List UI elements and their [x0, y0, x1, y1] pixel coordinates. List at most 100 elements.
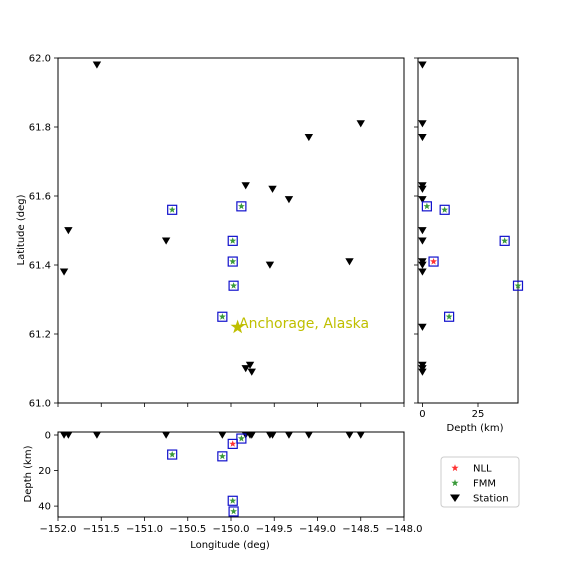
- lon-xtick-label-3: −150.5: [169, 524, 206, 535]
- lon-xtick-label-8: −148.0: [385, 524, 422, 535]
- event-star-lon-1: [238, 435, 245, 442]
- depth-panel: 0 25 Depth (km): [414, 57, 524, 434]
- lon-xtick-label-7: −148.5: [342, 524, 379, 535]
- event-star-depth-4: [514, 282, 522, 289]
- lon-axes-frame: [57, 431, 405, 518]
- lon-station-4: [218, 431, 227, 439]
- event-star-lon-5: [230, 507, 237, 515]
- map-station-12: [241, 365, 250, 373]
- event-box-lon-1: [236, 433, 247, 444]
- map-station-9: [356, 120, 365, 128]
- depth-station-9: [418, 261, 427, 269]
- event-star-map-4: [230, 282, 237, 289]
- event-star-depth-0: [423, 202, 431, 210]
- lon-xtick-label-6: −149.0: [299, 524, 336, 535]
- event-box-lon-4: [227, 495, 238, 506]
- event-box-depth-4: [512, 280, 524, 291]
- legend-label-station: Station: [473, 494, 509, 505]
- legend-label-nll: NLL: [473, 464, 492, 475]
- legend-items: NLL FMM Station: [450, 464, 509, 505]
- lon-station-2: [92, 431, 102, 439]
- event-box-map-5: [217, 311, 228, 322]
- map-station-0: [92, 61, 102, 69]
- map-ytick-label-5: 62.0: [29, 54, 51, 65]
- map-ytick-label-2: 61.4: [29, 261, 51, 272]
- legend-label-fmm: FMM: [473, 479, 496, 490]
- lon-xtick-label-2: −151.0: [126, 524, 163, 535]
- event-star-depth-2: [430, 258, 437, 265]
- event-box-lon-5: [228, 506, 239, 517]
- map-station-2: [59, 268, 69, 276]
- depth-station-5: [418, 196, 427, 204]
- lon-marks: [59, 431, 365, 517]
- lon-xtick-label-4: −150.0: [212, 524, 249, 535]
- map-ytick-label-0: 61.0: [29, 399, 51, 410]
- depth-station-4: [418, 185, 427, 193]
- event-star-lon-0: [168, 451, 176, 458]
- depth-xtick-label-1: 25: [472, 409, 485, 420]
- map-station-10: [345, 258, 354, 266]
- map-station-8: [304, 133, 314, 142]
- event-star-depth-1: [441, 206, 449, 213]
- lon-xlabel: Longitude (deg): [190, 540, 270, 551]
- depth-xlabel: Depth (km): [447, 423, 504, 434]
- depth-ticks: 0 25: [414, 57, 485, 420]
- depth-axes-frame: [417, 57, 519, 404]
- event-star-map-1: [238, 202, 245, 210]
- event-box-depth-2: [428, 256, 439, 267]
- event-box-lon-2: [227, 438, 238, 449]
- depth-station-14: [418, 368, 427, 376]
- lon-ytick-label-0: 0: [45, 431, 51, 442]
- map-ticks: 61.0 61.2 61.4 61.6 61.8 62.0: [29, 54, 405, 410]
- depth-marks: [418, 61, 524, 376]
- depth-station-1: [418, 120, 427, 128]
- depth-station-11: [418, 323, 427, 331]
- map-panel: 61.061.261.461.661.862.0 Latitude (deg) …: [16, 54, 405, 410]
- event-star-lon-4: [229, 497, 237, 504]
- depth-station-10: [418, 268, 427, 276]
- event-star-depth-5: [445, 313, 453, 320]
- lon-station-12: [345, 431, 354, 439]
- event-box-map-0: [167, 204, 178, 215]
- map-station-11: [245, 361, 255, 369]
- event-box-map-3: [227, 256, 238, 267]
- event-star-map-0: [168, 206, 176, 213]
- event-box-lon-3: [217, 451, 228, 462]
- event-star-map-5: [218, 313, 226, 320]
- map-marks: [59, 61, 365, 376]
- map-station-7: [265, 261, 275, 269]
- event-box-map-4: [228, 280, 239, 291]
- legend-marker-fmm: [451, 479, 459, 487]
- map-ylabel: Latitude (deg): [16, 194, 27, 265]
- event-star-map-3: [229, 258, 237, 265]
- longitude-depth-panel: −152.0 −151.5 −151.0 −150.5 −150.0 −149.5 −149…: [23, 431, 423, 552]
- event-box-lon-0: [167, 449, 178, 460]
- lon-ytick-label-2: 40: [38, 502, 51, 513]
- anchorage-star: [230, 319, 245, 334]
- map-ytick-label-3: 61.6: [29, 192, 51, 203]
- map-station-13: [247, 368, 256, 376]
- lon-xtick-label-1: −151.5: [83, 524, 120, 535]
- map-station-4: [241, 182, 250, 190]
- event-star-lon-2: [229, 440, 237, 447]
- lon-station-7: [247, 431, 256, 439]
- event-box-depth-1: [439, 204, 450, 215]
- event-box-map-1: [236, 201, 247, 212]
- event-star-depth-3: [501, 237, 509, 244]
- lon-station-1: [64, 431, 73, 439]
- map-ytick-label-1: 61.2: [29, 330, 51, 341]
- event-box-depth-3: [499, 235, 510, 246]
- legend-marker-station: [450, 494, 460, 502]
- lon-ytick-label-1: 20: [38, 466, 51, 477]
- event-box-map-2: [227, 235, 238, 246]
- anchorage-label: Anchorage, Alaska: [239, 316, 369, 332]
- legend-frame: [440, 456, 520, 508]
- event-star-lon-3: [218, 452, 226, 460]
- lon-station-3: [161, 431, 171, 439]
- lon-station-9: [268, 431, 277, 439]
- map-station-1: [64, 227, 73, 235]
- lon-station-11: [304, 431, 314, 439]
- lon-xtick-label-0: −152.0: [39, 524, 76, 535]
- lon-station-10: [284, 431, 294, 439]
